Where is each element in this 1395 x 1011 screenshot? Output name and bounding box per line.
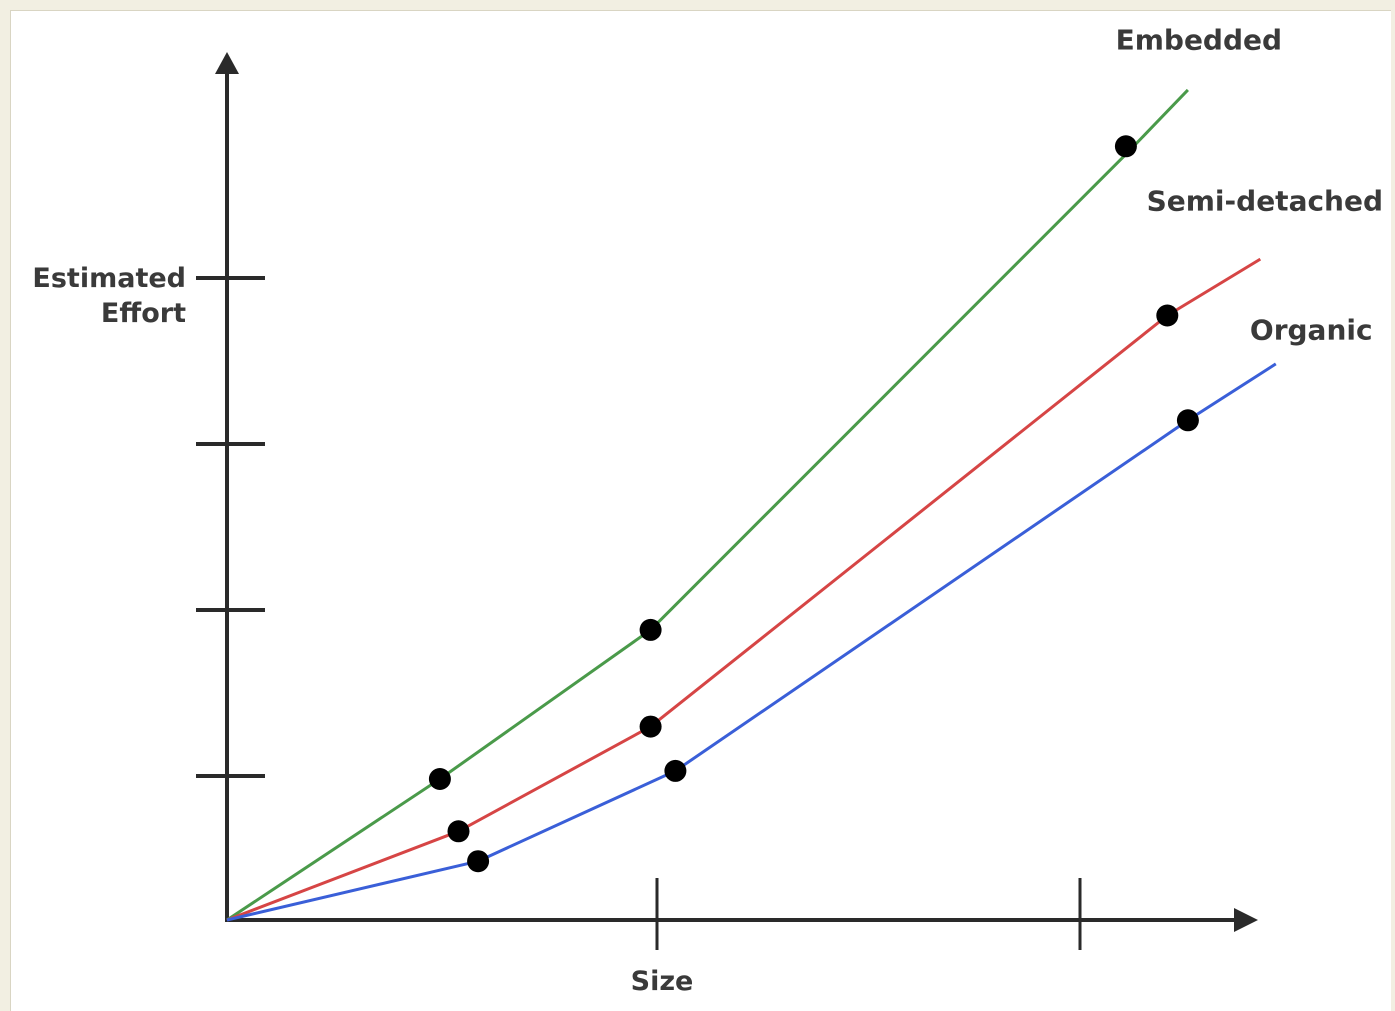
data-point-organic-3: [1176, 409, 1199, 432]
data-point-organic-1: [467, 850, 490, 873]
series-line-organic: [226, 362, 1277, 922]
data-point-embedded-1: [428, 768, 451, 790]
y-axis-arrow: [215, 52, 239, 74]
x-axis-arrow: [1234, 908, 1258, 932]
axis-ticks: [196, 276, 1082, 950]
series-line-semi-detached: [226, 257, 1262, 922]
y-axis-label-line1: Estimated: [32, 263, 186, 294]
data-point-semi-detached-2: [639, 715, 662, 738]
x-axis-label: Size: [631, 966, 694, 997]
series-line-embedded: [226, 88, 1189, 922]
data-point-organic-2: [664, 759, 687, 782]
data-point-semi-detached-3: [1156, 304, 1179, 327]
y-axis-label-line2: Effort: [101, 298, 186, 329]
series-label-organic: Organic: [1250, 314, 1373, 347]
data-point-semi-detached-1: [447, 820, 470, 843]
series-label-semi-detached: Semi-detached: [1147, 185, 1383, 218]
data-point-embedded-3: [1114, 135, 1137, 158]
series-label-embedded: Embedded: [1116, 24, 1282, 57]
data-point-embedded-2: [639, 618, 662, 641]
series-group: Embedded Semi-detached Organic: [226, 24, 1383, 922]
chart-panel: [10, 10, 1391, 1011]
